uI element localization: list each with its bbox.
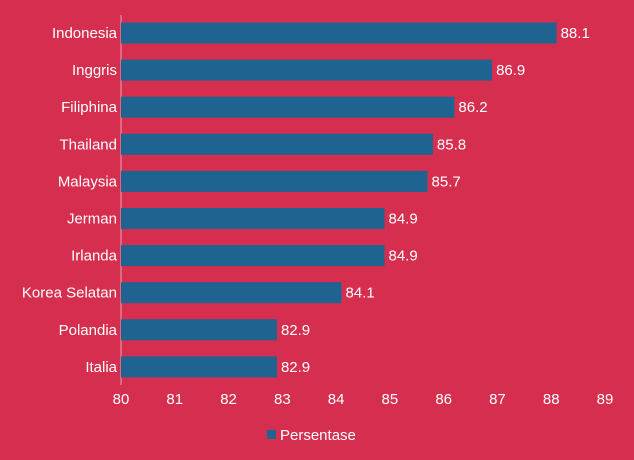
category-label-malaysia: Malaysia xyxy=(58,173,118,190)
category-label-filiphina: Filiphina xyxy=(61,99,118,116)
bar-irlanda xyxy=(121,245,385,267)
x-tick-label-group: 80 81 82 83 84 85 86 87 88 89 xyxy=(113,391,614,408)
bar-indonesia xyxy=(121,22,557,44)
x-tick-label-80: 80 xyxy=(113,391,130,408)
data-label-korea-selatan: 84.1 xyxy=(345,285,374,302)
category-label-korea-selatan: Korea Selatan xyxy=(22,285,117,302)
data-label-irlanda: 84.9 xyxy=(389,248,418,265)
legend[interactable]: Persentase xyxy=(267,427,356,444)
category-label-inggris: Inggris xyxy=(72,62,117,79)
bar-group xyxy=(121,22,557,378)
bar-thailand xyxy=(121,133,433,155)
x-tick-label-87: 87 xyxy=(489,391,506,408)
legend-label-persentase: Persentase xyxy=(280,427,356,444)
x-tick-label-84: 84 xyxy=(328,391,345,408)
x-tick-label-82: 82 xyxy=(220,391,237,408)
x-tick-label-85: 85 xyxy=(382,391,399,408)
category-label-polandia: Polandia xyxy=(59,322,118,339)
bar-inggris xyxy=(121,59,493,81)
data-label-indonesia: 88.1 xyxy=(561,25,590,42)
data-label-thailand: 85.8 xyxy=(437,136,466,153)
category-label-jerman: Jerman xyxy=(67,211,117,228)
data-label-group: 88.1 86.9 86.2 85.8 85.7 84.9 84.9 84.1 82.9 82.9 xyxy=(281,25,590,376)
data-label-jerman: 84.9 xyxy=(389,211,418,228)
x-tick-label-83: 83 xyxy=(274,391,291,408)
category-label-irlanda: Irlanda xyxy=(71,248,118,265)
bar-filiphina xyxy=(121,96,455,118)
category-label-thailand: Thailand xyxy=(59,136,117,153)
data-label-polandia: 82.9 xyxy=(281,322,310,339)
category-label-indonesia: Indonesia xyxy=(52,25,118,42)
data-label-malaysia: 85.7 xyxy=(432,173,461,190)
x-tick-label-86: 86 xyxy=(435,391,452,408)
bar-korea-selatan xyxy=(121,282,342,304)
bar-malaysia xyxy=(121,170,428,192)
x-tick-label-89: 89 xyxy=(597,391,614,408)
x-tick-label-88: 88 xyxy=(543,391,560,408)
legend-swatch-persentase xyxy=(267,430,276,439)
bar-italia xyxy=(121,356,277,378)
data-label-italia: 82.9 xyxy=(281,359,310,376)
bar-polandia xyxy=(121,319,277,341)
x-tick-label-81: 81 xyxy=(166,391,183,408)
bar-jerman xyxy=(121,208,385,229)
data-label-filiphina: 86.2 xyxy=(458,99,487,116)
category-label-italia: Italia xyxy=(85,359,117,376)
data-label-inggris: 86.9 xyxy=(496,62,525,79)
category-label-group: Indonesia Inggris Filiphina Thailand Malaysi… xyxy=(22,25,118,376)
